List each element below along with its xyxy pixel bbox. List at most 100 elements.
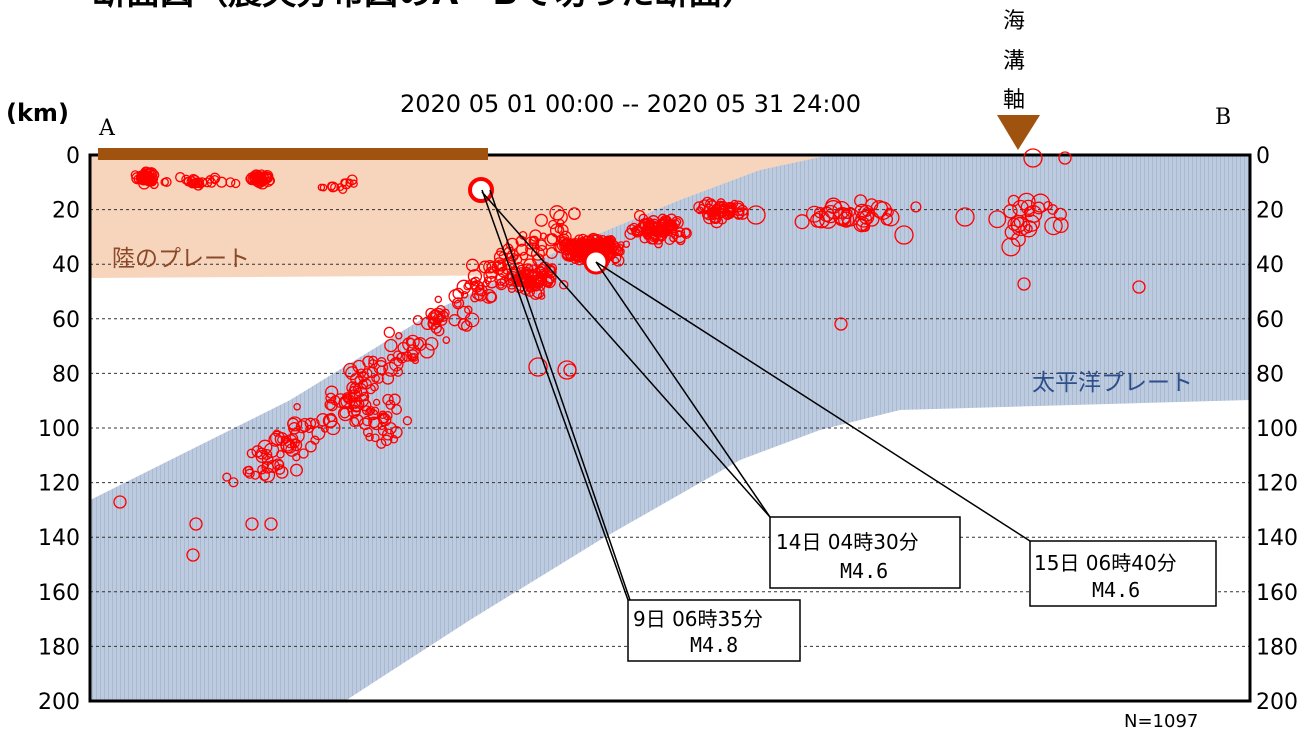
event-marker [365,432,374,442]
event-marker [673,230,687,244]
land-surface-bar [98,148,488,160]
event-marker [602,236,616,251]
event-marker [406,337,415,346]
event-marker [209,172,221,184]
event-marker [305,424,314,434]
event-marker [255,173,266,185]
callout-leaders [481,189,1031,601]
event-marker [1020,199,1036,215]
event-marker [322,413,338,429]
event-marker [695,206,704,215]
event-marker [717,214,728,225]
event-marker [525,264,533,272]
event-marker [161,177,172,187]
callout-box-9: 9日 06時35分 M4.8 [627,599,801,662]
event-marker [894,225,914,245]
event-marker [260,467,276,483]
callout-mag-15: M4.6 [1092,578,1140,602]
event-marker [405,334,420,349]
event-marker [697,204,706,213]
event-marker [293,403,301,411]
event-marker [669,233,678,243]
event-marker [460,320,473,332]
pacific-plate-area [90,155,1250,701]
event-marker [396,352,406,362]
callout-box-15: 15日 06時40分 M4.6 [1029,540,1217,607]
event-marker [497,266,509,278]
event-marker [327,181,339,193]
event-marker [261,461,274,474]
event-marker [295,420,309,434]
event-marker [746,205,766,225]
y-tick-right-80: 80 [1256,362,1284,387]
event-marker [602,245,616,259]
event-marker [576,243,585,252]
event-marker [366,366,378,379]
event-marker [402,337,417,352]
event-marker [633,209,646,222]
event-marker [372,398,381,407]
leader-line-15 [595,261,1031,542]
event-marker [245,517,259,531]
event-marker [402,416,413,426]
event-marker [264,517,278,531]
y-tick-right-140: 140 [1256,526,1298,551]
unit-label: (km) [6,99,69,127]
event-marker [343,362,358,378]
event-marker [381,372,395,385]
event-marker [352,382,368,397]
event-marker [383,361,399,377]
event-marker [424,336,439,351]
y-axis-right: 0 20 40 60 80 100 120 140 160 180 200 [1256,144,1298,715]
event-marker [362,355,375,368]
event-marker [675,227,686,238]
event-marker [298,448,309,459]
event-marker [538,268,548,278]
event-marker [494,273,507,286]
event-marker [467,269,483,284]
callout-date-14: 14日 04時30分 [776,530,919,554]
event-marker [290,463,303,477]
event-marker [483,260,497,274]
y-tick-left-120: 120 [38,472,80,497]
y-tick-right-60: 60 [1256,308,1284,333]
y-tick-left-0: 0 [66,144,80,169]
event-marker [464,305,473,315]
event-marker [1010,231,1026,247]
event-marker [353,386,369,402]
event-marker [186,548,200,562]
event-marker [549,205,565,221]
event-marker [563,240,574,250]
event-marker [310,435,320,445]
y-tick-left-100: 100 [38,417,80,442]
event-marker [870,200,889,218]
event-marker [244,465,254,475]
event-marker [639,233,650,244]
event-marker [344,395,354,405]
event-marker [474,288,487,302]
event-marker [880,213,894,226]
end-label-a: A [98,116,116,141]
event-marker [534,213,548,227]
event-marker [536,266,546,276]
event-marker [205,175,215,184]
event-marker [268,432,283,447]
event-marker [1010,215,1028,233]
event-marker [339,407,351,419]
event-marker [253,175,261,183]
event-marker [427,317,440,330]
event-marker [955,207,975,227]
event-marker [361,405,372,416]
plot-frame [88,153,1252,703]
event-marker [292,453,301,462]
trench-label-char-2: 溝 [1003,49,1025,74]
event-marker [1001,237,1021,257]
event-marker [499,276,510,287]
event-marker [707,210,717,221]
event-marker [272,429,281,437]
trench-marker-icon [997,115,1040,150]
event-markers [113,148,1146,562]
event-marker [603,246,613,255]
event-marker [1023,148,1043,168]
